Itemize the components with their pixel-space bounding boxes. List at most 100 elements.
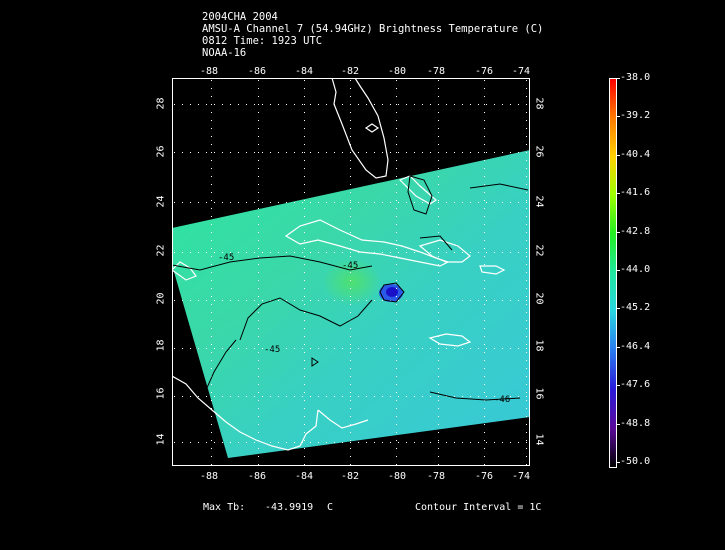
- graticule-dot: [414, 104, 415, 105]
- graticule-dot: [366, 104, 367, 105]
- graticule-dot: [350, 168, 351, 169]
- graticule-dot: [518, 348, 519, 349]
- graticule-dot: [350, 360, 351, 361]
- graticule-dot: [438, 300, 439, 301]
- graticule-dot: [366, 348, 367, 349]
- graticule-dot: [304, 80, 305, 81]
- graticule-dot: [211, 152, 212, 153]
- graticule-dot: [350, 120, 351, 121]
- graticule-dot: [230, 202, 231, 203]
- graticule-dot: [182, 104, 183, 105]
- graticule-dot: [526, 224, 527, 225]
- graticule-dot: [478, 202, 479, 203]
- graticule-dot: [211, 112, 212, 113]
- graticule-dot: [310, 396, 311, 397]
- graticule-dot: [270, 300, 271, 301]
- graticule-dot: [396, 384, 397, 385]
- graticule-dot: [396, 272, 397, 273]
- graticule-dot: [438, 416, 439, 417]
- graticule-dot: [526, 144, 527, 145]
- max-tb-value: -43.9919: [265, 502, 314, 513]
- graticule-dot: [258, 136, 259, 137]
- graticule-dot: [258, 400, 259, 401]
- graticule-dot: [374, 202, 375, 203]
- graticule-dot: [304, 152, 305, 153]
- graticule-dot: [484, 168, 485, 169]
- graticule-dot: [230, 104, 231, 105]
- graticule-dot: [174, 442, 175, 443]
- graticule-dot: [304, 336, 305, 337]
- graticule-dot: [211, 104, 212, 105]
- graticule-dot: [406, 300, 407, 301]
- graticule-dot: [526, 424, 527, 425]
- graticule-dot: [446, 152, 447, 153]
- graticule-dot: [366, 396, 367, 397]
- graticule-dot: [190, 152, 191, 153]
- graticule-dot: [396, 304, 397, 305]
- graticule-dot: [258, 368, 259, 369]
- graticule-dot: [211, 448, 212, 449]
- graticule-dot: [254, 300, 255, 301]
- graticule-dot: [478, 396, 479, 397]
- graticule-dot: [318, 104, 319, 105]
- graticule-dot: [526, 112, 527, 113]
- graticule-dot: [342, 202, 343, 203]
- graticule-dot: [350, 448, 351, 449]
- graticule-dot: [526, 256, 527, 257]
- graticule-dot: [258, 128, 259, 129]
- graticule-dot: [484, 144, 485, 145]
- lon-tick-top: -76: [475, 66, 494, 77]
- graticule-dot: [526, 160, 527, 161]
- graticule-dot: [374, 152, 375, 153]
- graticule-dot: [486, 442, 487, 443]
- graticule-dot: [396, 456, 397, 457]
- graticule-dot: [304, 104, 305, 105]
- graticule-dot: [396, 112, 397, 113]
- graticule-dot: [258, 384, 259, 385]
- graticule-dot: [350, 88, 351, 89]
- graticule-dot: [438, 464, 439, 465]
- graticule-dot: [396, 344, 397, 345]
- graticule-dot: [396, 256, 397, 257]
- graticule-dot: [350, 368, 351, 369]
- lat-tick-right: 26: [533, 145, 545, 158]
- graticule-dot: [438, 376, 439, 377]
- graticule-dot: [526, 312, 527, 313]
- graticule-dot: [211, 296, 212, 297]
- contour-label: -45: [264, 345, 280, 355]
- graticule-dot: [406, 396, 407, 397]
- graticule-dot: [304, 392, 305, 393]
- graticule-dot: [286, 300, 287, 301]
- graticule-dot: [350, 396, 351, 397]
- graticule-dot: [211, 440, 212, 441]
- graticule-dot: [304, 424, 305, 425]
- graticule-dot: [304, 136, 305, 137]
- graticule-dot: [518, 152, 519, 153]
- lon-tick-top: -84: [295, 66, 314, 77]
- graticule-dot: [211, 416, 212, 417]
- lat-tick-right: 14: [533, 433, 545, 446]
- graticule-dot: [502, 442, 503, 443]
- graticule-dot: [438, 200, 439, 201]
- graticule-dot: [484, 192, 485, 193]
- graticule-dot: [198, 152, 199, 153]
- graticule-dot: [174, 252, 175, 253]
- graticule-dot: [326, 442, 327, 443]
- graticule-dot: [438, 304, 439, 305]
- graticule-dot: [396, 224, 397, 225]
- graticule-dot: [358, 396, 359, 397]
- graticule-dot: [258, 112, 259, 113]
- graticule-dot: [198, 396, 199, 397]
- graticule-dot: [222, 202, 223, 203]
- lon-tick-bottom: -88: [200, 471, 219, 482]
- graticule-dot: [326, 348, 327, 349]
- lon-tick-bottom: -76: [475, 471, 494, 482]
- graticule-dot: [304, 376, 305, 377]
- graticule-dot: [350, 240, 351, 241]
- lon-tick-top: -82: [341, 66, 360, 77]
- graticule-dot: [182, 442, 183, 443]
- graticule-dot: [486, 252, 487, 253]
- graticule-dot: [484, 112, 485, 113]
- graticule-dot: [438, 448, 439, 449]
- graticule-dot: [526, 344, 527, 345]
